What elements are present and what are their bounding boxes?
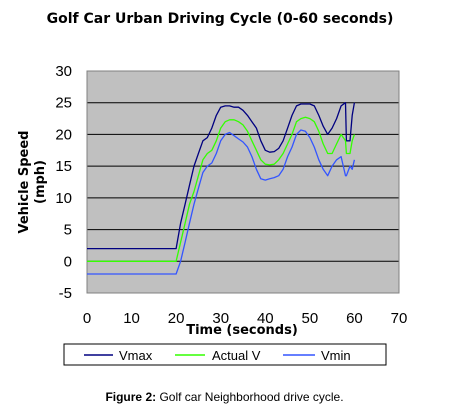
y-tick-label: 10	[55, 190, 72, 207]
x-tick-label: 20	[168, 310, 185, 327]
y-tick-label: 15	[55, 158, 72, 175]
y-axis-ticks: -5 0 5 10 15 20 25 30	[55, 63, 72, 302]
y-tick-label: 0	[64, 253, 72, 270]
x-axis-label: Time (seconds)	[186, 323, 298, 338]
legend-box	[63, 343, 387, 366]
x-tick-label: 60	[346, 310, 363, 327]
x-tick-label: 0	[83, 310, 91, 327]
figure-caption: Figure 2: Golf car Neighborhood drive cy…	[0, 390, 449, 404]
legend: Vmax Actual V Vmin	[63, 343, 387, 366]
y-tick-label: 25	[55, 95, 72, 112]
series-lines	[87, 102, 356, 275]
series-line-vmax	[87, 102, 356, 250]
y-tick-label: 20	[55, 126, 72, 143]
caption-prefix: Figure 2:	[105, 390, 157, 404]
caption-text: Golf car Neighborhood drive cycle.	[159, 390, 344, 404]
legend-label-actual-v: Actual V	[212, 348, 261, 363]
x-tick-label: 50	[302, 310, 319, 327]
legend-label-vmin: Vmin	[321, 348, 351, 363]
series-line-vmin	[87, 129, 356, 275]
x-tick-label: 30	[212, 310, 229, 327]
y-tick-label: 5	[64, 222, 72, 239]
plot-border	[86, 70, 400, 294]
plot-area	[87, 71, 399, 293]
y-axis-label: Vehicle Speed(mph)	[17, 131, 48, 234]
chart-title: Golf Car Urban Driving Cycle (0-60 secon…	[47, 11, 394, 27]
y-tick-label: 30	[55, 63, 72, 80]
x-axis-ticks: 0 10 20 30 40 50 60 70	[83, 310, 408, 327]
legend-label-vmax: Vmax	[119, 348, 153, 363]
x-tick-label: 10	[123, 310, 140, 327]
x-tick-label: 70	[391, 310, 408, 327]
x-tick-label: 40	[257, 310, 274, 327]
chart: Golf Car Urban Driving Cycle (0-60 secon…	[17, 11, 408, 366]
series-line-actual-v	[87, 116, 356, 262]
y-tick-label: -5	[59, 285, 72, 302]
